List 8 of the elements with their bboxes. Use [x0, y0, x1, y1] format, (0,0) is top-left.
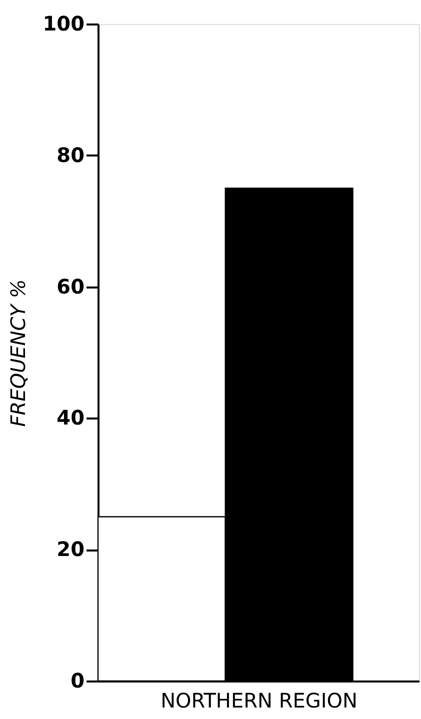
- y-tick-label: 0: [70, 668, 84, 692]
- x-axis-title: NORTHERN REGION: [160, 688, 358, 712]
- y-tick-label: 40: [56, 406, 84, 430]
- y-tick-label: 80: [56, 142, 84, 167]
- y-axis-title: FREQUENCY %: [6, 279, 30, 427]
- y-tick-label: 60: [56, 274, 84, 298]
- y-tick-label: 20: [56, 537, 84, 562]
- y-tick-label: 100: [42, 12, 84, 36]
